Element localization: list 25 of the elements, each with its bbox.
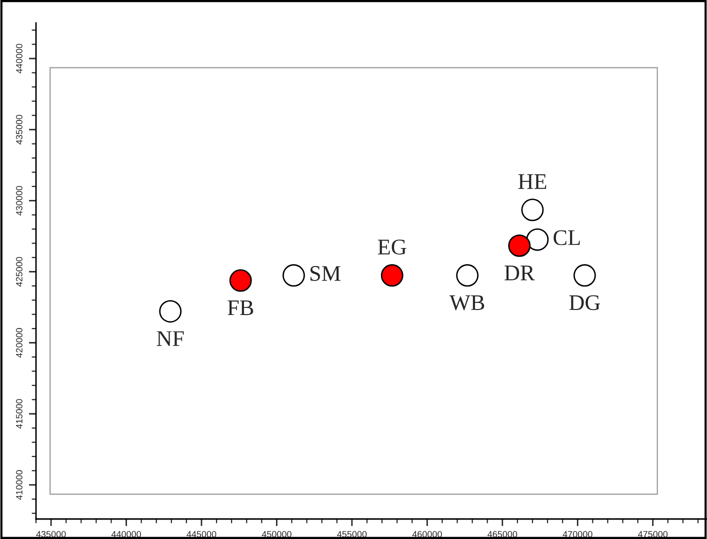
point <box>456 264 479 287</box>
point <box>573 264 596 287</box>
annotation: DR <box>504 266 535 280</box>
annotation: WB <box>449 295 484 310</box>
annotation: EG <box>378 240 406 255</box>
y-tick-label: 435000 <box>16 114 22 144</box>
annotation: HE <box>518 174 546 189</box>
point <box>380 264 404 287</box>
annotation: NF <box>156 331 184 346</box>
annotation: DG <box>569 295 600 310</box>
y-tick-label: 430000 <box>16 186 22 216</box>
y-tick-label: 410000 <box>16 470 22 500</box>
point <box>282 264 305 287</box>
point <box>508 234 531 257</box>
annotation: SM <box>310 266 340 281</box>
point <box>521 198 544 222</box>
y-tick-label: 415000 <box>16 399 22 429</box>
y-tick-label: 425000 <box>16 257 22 287</box>
point <box>159 300 182 323</box>
annotation: CL <box>554 230 580 246</box>
point <box>526 228 549 251</box>
y-tick-label: 420000 <box>16 328 22 358</box>
y-tick-label: 440000 <box>16 44 22 74</box>
annotation: FB <box>228 300 254 316</box>
point <box>229 269 252 292</box>
